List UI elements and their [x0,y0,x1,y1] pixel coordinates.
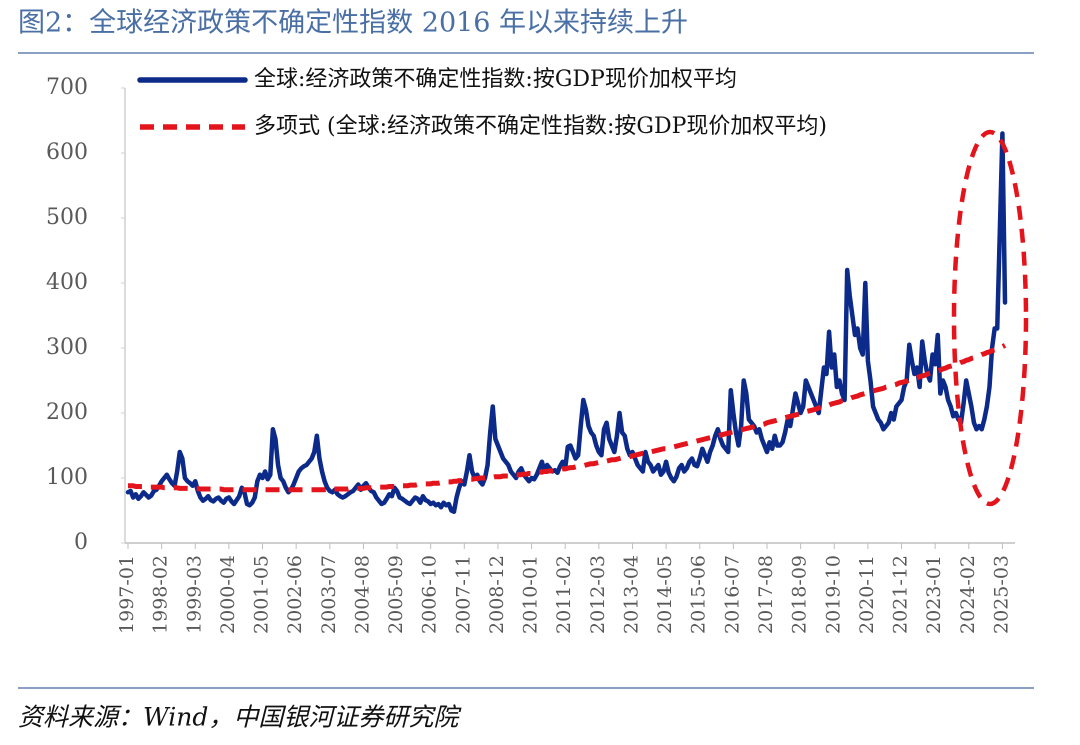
x-tick-label: 2003-07 [318,555,340,634]
y-tick-label: 0 [74,530,88,555]
y-tick-label: 700 [46,75,88,100]
x-tick-label: 2024-02 [957,555,979,634]
x-tick-label: 2016-07 [721,555,743,634]
y-tick-label: 600 [46,140,88,165]
y-tick-label: 500 [46,205,88,230]
y-tick-label: 400 [46,270,88,295]
x-tick-label: 2011-02 [553,555,575,634]
x-tick-label: 2021-12 [890,555,912,634]
x-tick-label: 1998-02 [150,555,172,634]
x-tick-label: 2002-06 [284,555,306,634]
x-tick-label: 2014-05 [654,555,676,634]
chart-title: 图2：全球经济政策不确定性指数 2016 年以来持续上升 [18,8,688,39]
y-tick-label: 100 [46,465,88,490]
x-tick-label: 2005-09 [385,555,407,634]
x-tick-label: 2015-06 [688,555,710,634]
x-tick-label: 2000-04 [217,555,239,634]
legend-label: 多项式 (全球:经济政策不确定性指数:按GDP现价加权平均) [254,114,827,139]
x-tick-label: 2001-05 [251,555,273,634]
series-line [128,343,1007,493]
series-line [125,131,1008,515]
x-tick-label: 2018-09 [789,555,811,634]
x-tick-label: 2017-08 [755,555,777,634]
x-tick-label: 2023-01 [923,555,945,634]
x-tick-label: 2012-03 [587,555,609,634]
y-tick-label: 300 [46,335,88,360]
x-tick-label: 2008-12 [486,555,508,634]
x-tick-label: 2013-04 [620,555,642,634]
highlight-ellipse [951,129,1029,507]
x-tick-label: 2025-03 [990,555,1012,634]
x-tick-label: 2007-11 [452,555,474,634]
x-tick-label: 2006-10 [419,555,441,634]
plot-area [125,131,1008,515]
x-tick-label: 2019-10 [822,555,844,634]
x-tick-label: 2004-08 [351,555,373,634]
legend-label: 全球:经济政策不确定性指数:按GDP现价加权平均 [254,67,737,92]
x-tick-label: 2010-01 [520,555,542,634]
y-tick-label: 200 [46,400,88,425]
source-note: 资料来源：Wind，中国银河证券研究院 [18,703,462,732]
x-tick-label: 2020-11 [856,555,878,634]
x-tick-label: 1999-03 [183,555,205,634]
x-tick-label: 1997-01 [116,555,138,634]
